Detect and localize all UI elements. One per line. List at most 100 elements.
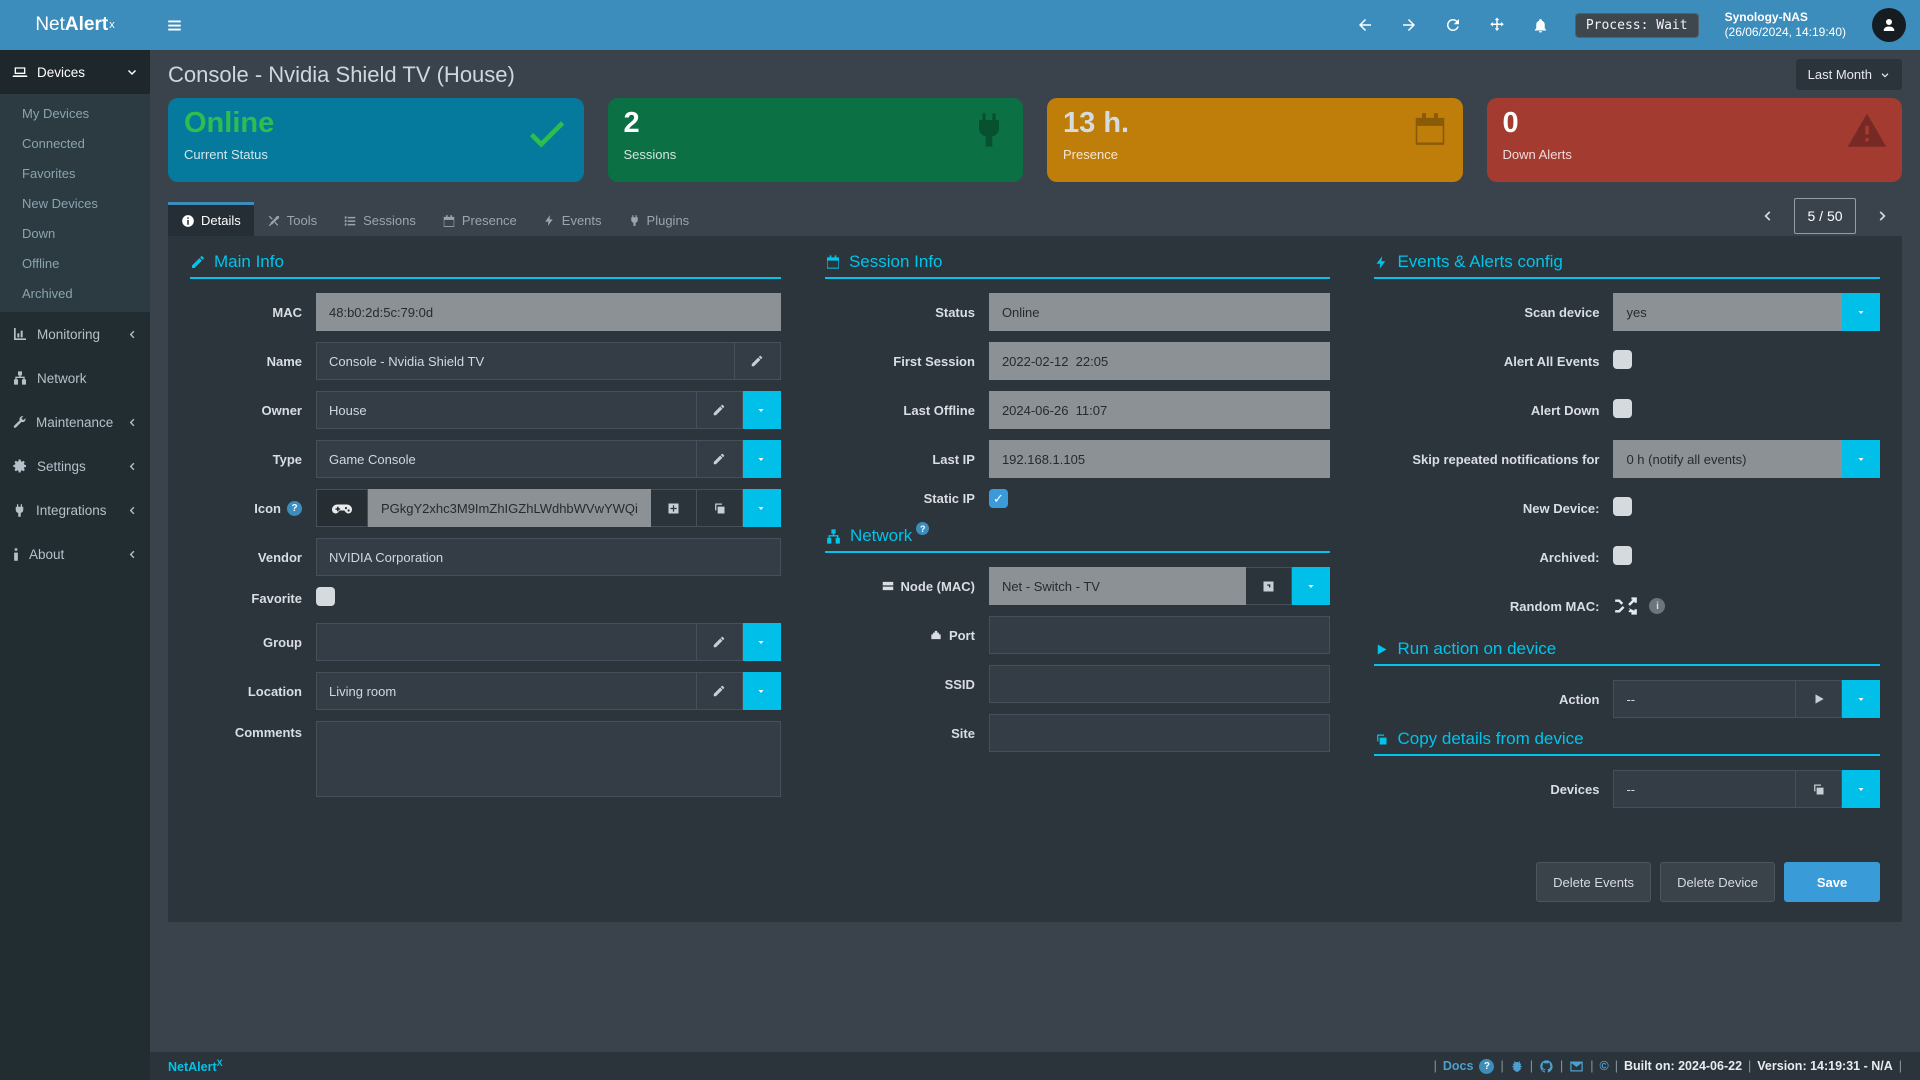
tab-plugins[interactable]: Plugins [615,202,703,236]
pager-prev-button[interactable] [1748,198,1788,234]
delete-events-button[interactable]: Delete Events [1536,862,1652,902]
group-edit-button[interactable] [696,623,743,661]
sidebar-item-new-devices[interactable]: New Devices [0,188,150,218]
label-text: Node (MAC) [900,578,975,594]
footer-brand[interactable]: NetAlertX [168,1058,223,1074]
sidebar-item-down[interactable]: Down [0,218,150,248]
date-range-select[interactable]: Last Month [1795,59,1902,90]
nav-refresh-button[interactable] [1444,16,1462,34]
email-link[interactable] [1569,1060,1584,1073]
node-dropdown-button[interactable] [1292,567,1331,605]
field-label-site: Site [951,725,975,741]
field-label-type: Type [272,451,302,467]
docs-link[interactable]: Docs [1442,1059,1474,1073]
type-dropdown-button[interactable] [742,440,781,478]
ssid-field[interactable] [988,665,1331,703]
nav-notifications-button[interactable] [1532,17,1549,34]
favorite-checkbox[interactable] [316,587,335,606]
help-icon[interactable]: ? [1479,1058,1495,1074]
sidebar-item-offline[interactable]: Offline [0,248,150,278]
sidebar-item-settings[interactable]: Settings [0,444,150,488]
list-ol-icon [344,215,356,226]
sidebar-item-monitoring[interactable]: Monitoring [0,312,150,356]
tab-details[interactable]: Details [168,202,254,236]
build-date: Built on: 2024-06-22 [1623,1059,1743,1073]
sidebar-item-archived[interactable]: Archived [0,278,150,308]
sidebar-toggle-button[interactable] [166,18,183,33]
wrench-icon [13,415,26,428]
action-run-button[interactable] [1796,680,1842,718]
sidebar-item-favorites[interactable]: Favorites [0,158,150,188]
owner-edit-button[interactable] [696,391,743,429]
sidebar-item-connected[interactable]: Connected [0,128,150,158]
app-logo[interactable]: Net Alert x [0,0,150,50]
sidebar-item-network[interactable]: Network [0,356,150,400]
server-icon [882,581,893,591]
copy-devices-copy-button[interactable] [1796,770,1842,808]
owner-field[interactable]: House [316,391,697,429]
calendar-icon [826,255,839,269]
card-current-status[interactable]: Online Current Status [168,98,584,182]
port-field[interactable] [988,616,1331,654]
copy-devices-dropdown-button[interactable] [1842,770,1880,808]
tab-presence[interactable]: Presence [429,202,530,236]
icon-add-button[interactable] [650,489,697,527]
type-edit-button[interactable] [696,440,743,478]
scan-device-dropdown-button[interactable] [1842,293,1880,331]
info-icon[interactable]: i [1649,598,1666,614]
nav-back-button[interactable] [1356,16,1374,34]
github-link[interactable] [1539,1059,1554,1074]
card-sessions[interactable]: 2 Sessions [607,98,1023,182]
action-select[interactable]: -- [1613,680,1796,718]
tab-events[interactable]: Events [530,202,615,236]
nav-move-button[interactable] [1488,16,1506,34]
pager-next-button[interactable] [1862,198,1902,234]
comments-field[interactable] [316,721,781,797]
icon-dropdown-button[interactable] [742,489,781,527]
card-value: 0 [1502,107,1519,139]
skip-repeated-select[interactable]: 0 h (notify all events) [1613,440,1842,478]
save-button[interactable]: Save [1784,862,1880,902]
node-open-button[interactable] [1246,567,1293,605]
owner-dropdown-button[interactable] [742,391,781,429]
tab-tools[interactable]: Tools [254,202,330,236]
skip-repeated-dropdown-button[interactable] [1842,440,1880,478]
location-edit-button[interactable] [696,672,743,710]
location-dropdown-button[interactable] [742,672,781,710]
copy-devices-select[interactable]: -- [1613,770,1796,808]
nav-forward-button[interactable] [1400,16,1418,34]
sidebar-item-devices[interactable]: Devices [0,50,150,94]
new-device-checkbox[interactable] [1613,497,1633,516]
tab-sessions[interactable]: Sessions [330,202,429,236]
bug-report-link[interactable] [1510,1059,1524,1073]
type-field[interactable]: Game Console [316,440,697,478]
sidebar-item-my-devices[interactable]: My Devices [0,98,150,128]
vendor-field[interactable]: NVIDIA Corporation [316,538,781,576]
delete-device-button[interactable]: Delete Device [1660,862,1775,902]
field-label-location: Location [247,683,302,699]
alert-down-checkbox[interactable] [1613,399,1633,418]
alert-all-events-checkbox[interactable] [1613,350,1633,369]
sidebar-item-maintenance[interactable]: Maintenance [0,400,150,444]
site-field[interactable] [988,714,1331,752]
user-avatar[interactable] [1872,8,1906,42]
archived-checkbox[interactable] [1613,546,1633,565]
help-icon[interactable]: ? [916,522,930,535]
static-ip-checkbox[interactable] [988,489,1008,508]
name-edit-button[interactable] [734,342,781,380]
card-down-alerts[interactable]: 0 Down Alerts [1486,98,1902,182]
sidebar-item-integrations[interactable]: Integrations [0,488,150,532]
scan-device-select[interactable]: yes [1613,293,1842,331]
sidebar-item-about[interactable]: About [0,532,150,576]
card-presence[interactable]: 13 h. Presence [1047,98,1463,182]
separator: | [1559,1059,1564,1073]
action-dropdown-button[interactable] [1842,680,1880,718]
group-field[interactable] [316,623,697,661]
bolt-icon [1376,255,1386,269]
name-field[interactable]: Console - Nvidia Shield TV [316,342,735,380]
location-field[interactable]: Living room [316,672,697,710]
group-dropdown-button[interactable] [742,623,781,661]
icon-copy-button[interactable] [696,489,743,527]
sidebar-item-label: About [29,546,65,562]
help-icon[interactable]: ? [287,500,302,516]
